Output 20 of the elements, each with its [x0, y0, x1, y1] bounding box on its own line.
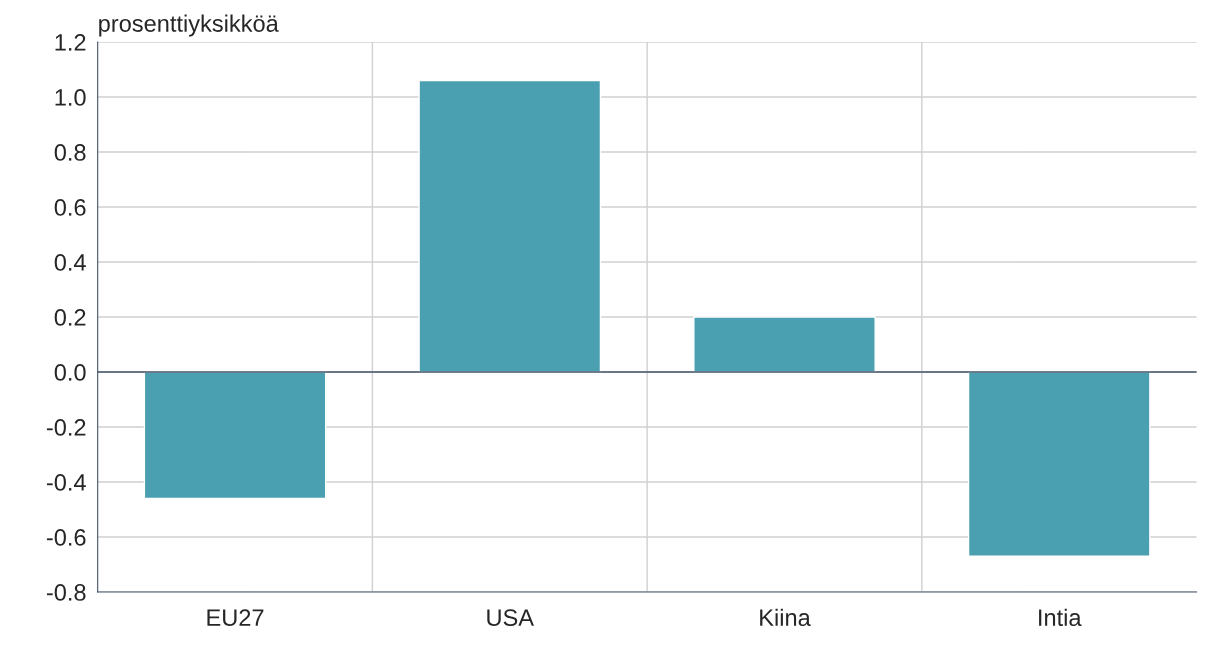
y-tick-label: 0.6: [54, 199, 86, 216]
y-axis-title: prosenttiyksikköä: [99, 14, 279, 37]
x-tick-label: USA: [487, 609, 534, 627]
x-tick-label: EU27: [207, 609, 264, 627]
bar: [693, 316, 876, 373]
x-tick-label: Intia: [1039, 608, 1082, 627]
y-tick-label: 0.0: [54, 364, 86, 381]
y-tick-label: 0.8: [54, 144, 86, 161]
bar: [418, 79, 602, 373]
bar: [143, 371, 327, 500]
y-tick-label: -0.8: [46, 584, 86, 601]
y-tick-label: 1.0: [55, 89, 86, 106]
y-tick-label: -0.4: [46, 474, 86, 491]
y-tick-label: 0.2: [54, 309, 86, 326]
x-tick-label: Kiina: [760, 608, 811, 627]
y-tick-label: -0.2: [46, 419, 86, 436]
y-tick-label: -0.6: [46, 529, 86, 546]
y-tick-label: 1.2: [55, 34, 86, 51]
bar: [967, 371, 1151, 557]
y-tick-label: 0.4: [54, 254, 86, 271]
